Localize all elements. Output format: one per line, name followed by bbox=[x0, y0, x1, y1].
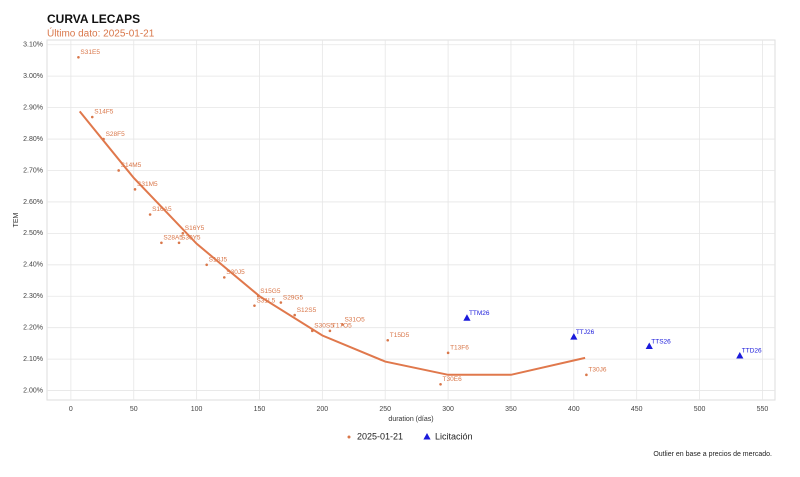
x-tick-label: 250 bbox=[379, 406, 391, 413]
legend-marker bbox=[347, 435, 351, 439]
point-label: S28F5 bbox=[106, 131, 126, 138]
y-axis-label: TEM bbox=[13, 212, 20, 227]
legend-label: Licitación bbox=[435, 431, 473, 441]
point-label: T13F6 bbox=[450, 345, 469, 352]
point bbox=[386, 338, 390, 342]
point-label: T30J6 bbox=[588, 367, 606, 374]
point-label: T15D5 bbox=[390, 332, 410, 339]
point-label: S30Y5 bbox=[181, 235, 201, 242]
y-tick-label: 2.20% bbox=[23, 325, 43, 332]
point bbox=[205, 263, 208, 267]
point-label: S31E5 bbox=[80, 49, 100, 56]
triangle-point bbox=[736, 351, 744, 359]
point-label: S31M5 bbox=[137, 181, 158, 188]
y-tick-label: 2.40% bbox=[23, 262, 43, 269]
point bbox=[328, 329, 332, 333]
y-tick-label: 2.00% bbox=[23, 387, 43, 394]
x-tick-label: 0 bbox=[69, 406, 73, 413]
point-label: TTS26 bbox=[651, 338, 671, 345]
legend-marker bbox=[423, 433, 431, 440]
x-tick-label: 450 bbox=[631, 406, 643, 413]
x-tick-label: 300 bbox=[442, 406, 454, 413]
point bbox=[310, 329, 314, 333]
y-tick-label: 3.00% bbox=[23, 73, 43, 80]
point bbox=[585, 373, 588, 377]
point bbox=[133, 188, 137, 191]
point-label: S31O5 bbox=[344, 316, 365, 323]
x-tick-label: 350 bbox=[505, 406, 517, 413]
y-tick-label: 3.10% bbox=[23, 42, 43, 49]
point bbox=[341, 323, 344, 326]
triangle-point bbox=[645, 342, 653, 350]
point-label: S16Y5 bbox=[185, 225, 205, 232]
point-label: S12S5 bbox=[297, 307, 317, 314]
point-label: S16A5 bbox=[152, 206, 172, 213]
x-tick-label: 400 bbox=[568, 406, 580, 413]
point-label: S14F5 bbox=[94, 109, 114, 116]
note: Outlier en base a precios de mercado. bbox=[653, 451, 772, 458]
point-label: TTM26 bbox=[469, 310, 490, 317]
point bbox=[279, 301, 283, 304]
point bbox=[293, 313, 296, 317]
point bbox=[253, 304, 256, 307]
y-tick-label: 2.80% bbox=[23, 136, 43, 143]
x-axis-label: duration (días) bbox=[388, 416, 433, 423]
point-label: S31L5 bbox=[256, 297, 275, 304]
y-tick-label: 2.90% bbox=[23, 104, 43, 111]
x-tick-label: 150 bbox=[254, 406, 266, 413]
point bbox=[148, 213, 152, 216]
point-label: S30J5 bbox=[226, 269, 245, 276]
point-label: T17O5 bbox=[332, 323, 352, 330]
point bbox=[177, 241, 181, 245]
point bbox=[117, 169, 120, 172]
point bbox=[446, 351, 450, 355]
point-label: S18J5 bbox=[209, 257, 228, 264]
plot-area bbox=[46, 39, 776, 401]
point-label: T30E6 bbox=[443, 376, 463, 383]
point bbox=[222, 276, 226, 279]
point-label: TTD26 bbox=[742, 348, 762, 355]
triangle-point bbox=[570, 333, 578, 340]
x-tick-label: 550 bbox=[757, 406, 769, 413]
chart-title: CURVA LECAPS bbox=[47, 12, 140, 26]
point-label: S15G5 bbox=[260, 288, 281, 295]
x-tick-label: 500 bbox=[694, 406, 706, 413]
y-tick-label: 2.10% bbox=[23, 356, 43, 363]
y-tick-label: 2.70% bbox=[23, 167, 43, 174]
point-label: S28A5 bbox=[163, 235, 183, 242]
point bbox=[77, 55, 80, 59]
y-tick-label: 2.60% bbox=[23, 199, 43, 206]
triangle-point bbox=[463, 314, 471, 321]
legend-label: 2025-01-21 bbox=[357, 431, 403, 441]
point bbox=[102, 137, 105, 141]
y-tick-label: 2.30% bbox=[23, 293, 43, 300]
point bbox=[90, 115, 94, 119]
y-tick-label: 2.50% bbox=[23, 230, 43, 237]
point bbox=[256, 294, 260, 298]
x-tick-label: 200 bbox=[317, 406, 329, 413]
point-label: S30S5 bbox=[314, 323, 334, 330]
x-tick-label: 50 bbox=[130, 406, 138, 413]
trend-line bbox=[78, 110, 586, 376]
point-label: S14M5 bbox=[121, 162, 142, 169]
point bbox=[160, 241, 163, 245]
point-label: TTJ26 bbox=[576, 329, 595, 336]
point bbox=[439, 382, 442, 386]
x-tick-label: 100 bbox=[191, 406, 203, 413]
point bbox=[181, 232, 185, 235]
point-label: S29G5 bbox=[283, 294, 304, 301]
chart-subtitle: Último dato: 2025-01-21 bbox=[47, 27, 155, 40]
